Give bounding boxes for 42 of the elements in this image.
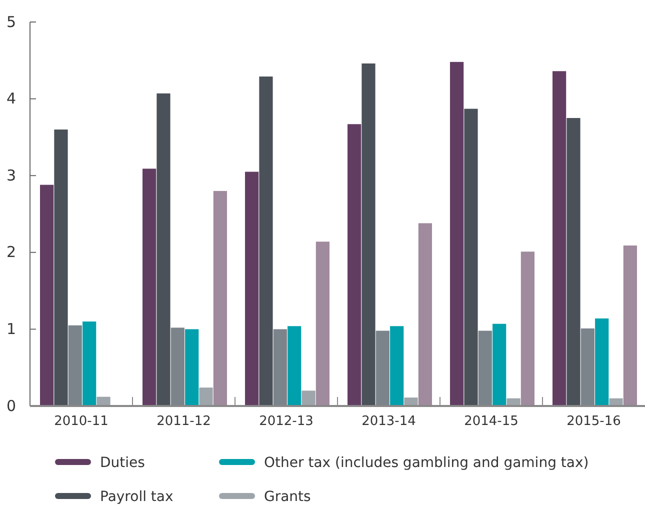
bar [348, 124, 362, 406]
bar [595, 318, 609, 406]
x-tick-label: 2010-11 [54, 414, 108, 430]
y-tick-label: 1 [6, 320, 16, 338]
bar [82, 322, 96, 406]
bar [404, 398, 418, 406]
bar [156, 93, 170, 406]
bar [54, 130, 68, 406]
y-tick-label: 5 [6, 12, 16, 31]
bar [566, 118, 580, 406]
x-tick-label: 2012-13 [259, 414, 314, 430]
y-tick-label: 0 [6, 396, 16, 415]
legend-label: Grants [264, 489, 311, 505]
legend-label: Duties [100, 455, 145, 471]
bar [213, 190, 227, 406]
bar [390, 326, 404, 406]
y-tick-label: 2 [6, 243, 16, 262]
bar [464, 108, 478, 406]
legend-label: Payroll tax [100, 489, 174, 505]
y-tick-label: 4 [6, 90, 16, 108]
bar [520, 252, 534, 406]
bar [185, 329, 199, 406]
x-tick-label: 2015-16 [566, 414, 621, 430]
bar [40, 184, 54, 406]
bar [362, 63, 376, 406]
bar [450, 62, 464, 406]
y-tick-label: 3 [6, 166, 16, 184]
bar [142, 168, 156, 406]
x-tick-label: 2014-15 [464, 414, 518, 430]
bar [418, 223, 432, 406]
bar [288, 326, 302, 406]
bar [259, 76, 273, 406]
bar [492, 324, 506, 406]
legend-label: Other tax (includes gambling and gaming tax) [264, 455, 589, 471]
bar [245, 172, 259, 406]
x-tick-label: 2011-12 [156, 414, 211, 430]
x-tick-label: 2013-14 [362, 414, 416, 430]
bar [199, 388, 213, 406]
bar [316, 242, 330, 406]
bar [302, 390, 316, 406]
bar [552, 71, 566, 406]
bar [623, 245, 637, 406]
